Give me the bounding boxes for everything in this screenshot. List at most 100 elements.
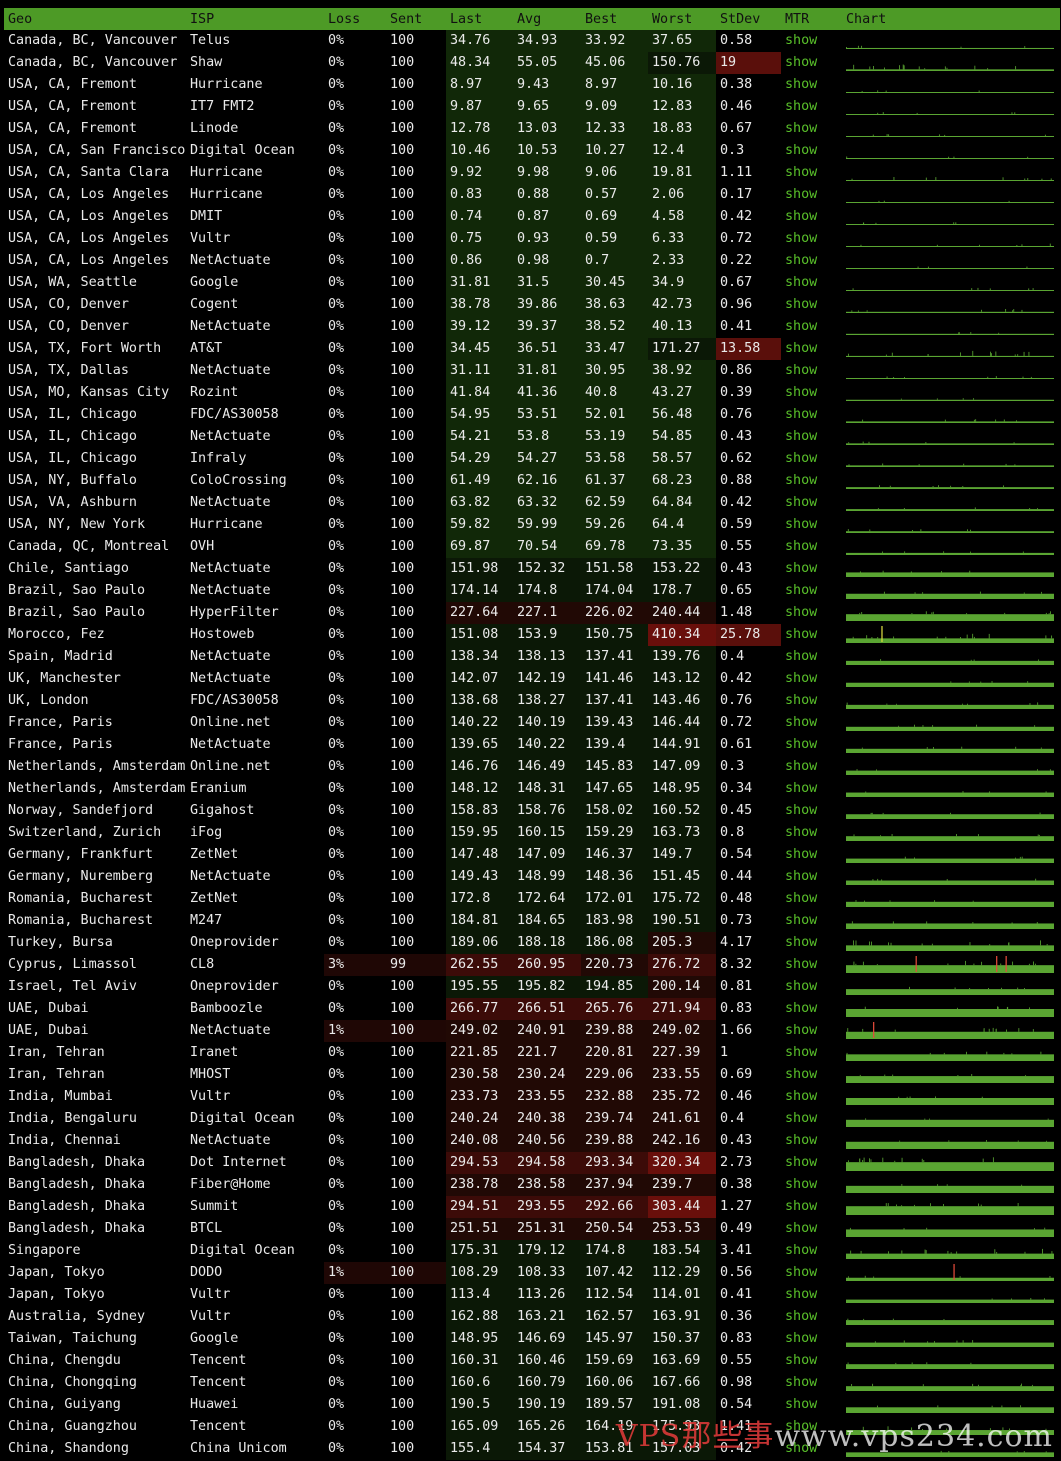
sparkline-mark — [1015, 66, 1017, 70]
mtr-show-link[interactable]: show — [785, 165, 818, 180]
mtr-show-link[interactable]: show — [785, 1243, 818, 1258]
latency-sparkline — [842, 118, 1060, 140]
mtr-show-link[interactable]: show — [785, 1287, 818, 1302]
mtr-show-link[interactable]: show — [785, 649, 818, 664]
mtr-show-link[interactable]: show — [785, 561, 818, 576]
sparkline-mark — [931, 943, 933, 946]
cell-sent: 100 — [390, 121, 415, 136]
mtr-show-link[interactable]: show — [785, 891, 818, 906]
mtr-show-link[interactable]: show — [785, 297, 818, 312]
sparkline-svg — [846, 1118, 1054, 1127]
mtr-show-link[interactable]: show — [785, 935, 818, 950]
mtr-show-link[interactable]: show — [785, 143, 818, 158]
sparkline-mark — [990, 353, 992, 356]
cell-best: 69.78 — [581, 536, 648, 558]
mtr-show-link[interactable]: show — [785, 803, 818, 818]
table-row: France, Paris NetActuate 0% 100 139.65 140.22… — [4, 734, 1060, 756]
mtr-show-link[interactable]: show — [785, 99, 818, 114]
mtr-show-link[interactable]: show — [785, 407, 818, 422]
sparkline-mark — [936, 398, 938, 400]
cell-worst: 320.34 — [648, 1152, 716, 1174]
cell-geo: UK, London — [8, 693, 89, 708]
mtr-show-link[interactable]: show — [785, 451, 818, 466]
mtr-show-link[interactable]: show — [785, 759, 818, 774]
sparkline-mark — [847, 529, 849, 532]
cell-sent: 100 — [390, 77, 415, 92]
mtr-show-link[interactable]: show — [785, 957, 818, 972]
mtr-show-link[interactable]: show — [785, 1221, 818, 1236]
table-row: USA, VA, Ashburn NetActuate 0% 100 63.82 63.3… — [4, 492, 1060, 514]
cell-stdev: 0.83 — [720, 1331, 753, 1346]
mtr-show-link[interactable]: show — [785, 583, 818, 598]
mtr-show-link[interactable]: show — [785, 209, 818, 224]
mtr-show-link[interactable]: show — [785, 715, 818, 730]
cell-geo: USA, TX, Dallas — [8, 363, 129, 378]
mtr-show-link[interactable]: show — [785, 319, 818, 334]
mtr-show-link[interactable]: show — [785, 1111, 818, 1126]
mtr-show-link[interactable]: show — [785, 693, 818, 708]
mtr-show-link[interactable]: show — [785, 1177, 818, 1192]
mtr-show-link[interactable]: show — [785, 1001, 818, 1016]
mtr-show-link[interactable]: show — [785, 275, 818, 290]
mtr-show-link[interactable]: show — [785, 671, 818, 686]
cell-last: 249.02 — [446, 1020, 513, 1042]
mtr-show-link[interactable]: show — [785, 33, 818, 48]
cell-loss: 0% — [328, 1221, 345, 1236]
mtr-show-link[interactable]: show — [785, 429, 818, 444]
mtr-show-link[interactable]: show — [785, 1133, 818, 1148]
mtr-show-link[interactable]: show — [785, 1441, 818, 1456]
sparkline-svg — [846, 243, 1054, 247]
mtr-show-link[interactable]: show — [785, 1353, 818, 1368]
sparkline-bar — [846, 246, 1054, 247]
mtr-show-link[interactable]: show — [785, 363, 818, 378]
mtr-show-link[interactable]: show — [785, 473, 818, 488]
mtr-show-link[interactable]: show — [785, 517, 818, 532]
mtr-show-link[interactable]: show — [785, 495, 818, 510]
mtr-show-link[interactable]: show — [785, 385, 818, 400]
mtr-show-link[interactable]: show — [785, 1155, 818, 1170]
mtr-show-link[interactable]: show — [785, 539, 818, 554]
mtr-show-link[interactable]: show — [785, 55, 818, 70]
mtr-show-link[interactable]: show — [785, 1419, 818, 1434]
mtr-show-link[interactable]: show — [785, 825, 818, 840]
mtr-show-link[interactable]: show — [785, 1265, 818, 1280]
sparkline-mark — [899, 1140, 901, 1142]
mtr-show-link[interactable]: show — [785, 121, 818, 136]
mtr-show-link[interactable]: show — [785, 869, 818, 884]
mtr-show-link[interactable]: show — [785, 1309, 818, 1324]
sparkline-bar — [846, 399, 1054, 401]
mtr-show-link[interactable]: show — [785, 737, 818, 752]
sparkline-bar — [846, 1141, 1054, 1149]
sparkline-mark — [956, 1007, 958, 1009]
sparkline-mark — [904, 377, 905, 378]
mtr-show-link[interactable]: show — [785, 979, 818, 994]
column-header-last: Last — [446, 8, 513, 30]
cell-loss: 0% — [328, 825, 345, 840]
mtr-show-link[interactable]: show — [785, 1067, 818, 1082]
mtr-show-link[interactable]: show — [785, 1331, 818, 1346]
mtr-show-link[interactable]: show — [785, 605, 818, 620]
sparkline-mark — [927, 266, 929, 268]
sparkline-mark — [880, 659, 882, 661]
mtr-show-link[interactable]: show — [785, 847, 818, 862]
cell-avg: 174.8 — [513, 580, 581, 602]
cell-best: 172.01 — [581, 888, 648, 910]
mtr-show-link[interactable]: show — [785, 1375, 818, 1390]
cell-best: 38.52 — [581, 316, 648, 338]
mtr-show-link[interactable]: show — [785, 187, 818, 202]
mtr-show-link[interactable]: show — [785, 231, 818, 246]
mtr-show-link[interactable]: show — [785, 253, 818, 268]
mtr-show-link[interactable]: show — [785, 1397, 818, 1412]
mtr-show-link[interactable]: show — [785, 1023, 818, 1038]
mtr-show-link[interactable]: show — [785, 341, 818, 356]
mtr-show-link[interactable]: show — [785, 1199, 818, 1214]
mtr-show-link[interactable]: show — [785, 1089, 818, 1104]
cell-best: 61.37 — [581, 470, 648, 492]
mtr-show-link[interactable]: show — [785, 627, 818, 642]
mtr-show-link[interactable]: show — [785, 913, 818, 928]
mtr-show-link[interactable]: show — [785, 1045, 818, 1060]
cell-isp: Iranet — [190, 1045, 239, 1060]
cell-best: 186.08 — [581, 932, 648, 954]
mtr-show-link[interactable]: show — [785, 77, 818, 92]
mtr-show-link[interactable]: show — [785, 781, 818, 796]
